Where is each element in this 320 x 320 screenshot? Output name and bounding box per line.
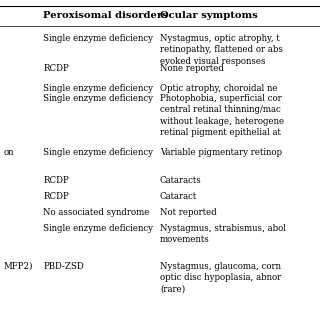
Text: RCDP: RCDP: [43, 176, 69, 185]
Text: Peroxisomal disorders: Peroxisomal disorders: [43, 12, 168, 20]
Text: Nystagmus, strabismus, abol
movements: Nystagmus, strabismus, abol movements: [160, 224, 286, 244]
Text: Single enzyme deficiency: Single enzyme deficiency: [43, 148, 153, 157]
Text: Nystagmus, optic atrophy, t
retinopathy, flattened or abs
evoked visual response: Nystagmus, optic atrophy, t retinopathy,…: [160, 34, 283, 66]
Text: MFP2): MFP2): [3, 262, 33, 271]
Text: Single enzyme deficiency: Single enzyme deficiency: [43, 94, 153, 103]
Text: None reported: None reported: [160, 64, 224, 73]
Text: Single enzyme deficiency: Single enzyme deficiency: [43, 84, 153, 93]
Text: Optic atrophy, choroidal ne: Optic atrophy, choroidal ne: [160, 84, 277, 93]
Text: Cataract: Cataract: [160, 192, 197, 201]
Text: PBD-ZSD: PBD-ZSD: [43, 262, 84, 271]
Text: Photophobia, superficial cor
central retinal thinning/mac
without leakage, heter: Photophobia, superficial cor central ret…: [160, 94, 284, 137]
Text: on: on: [3, 148, 14, 157]
Text: Single enzyme deficiency: Single enzyme deficiency: [43, 34, 153, 43]
Text: No associated syndrome: No associated syndrome: [43, 208, 149, 217]
Text: RCDP: RCDP: [43, 64, 69, 73]
Text: Variable pigmentary retinop: Variable pigmentary retinop: [160, 148, 282, 157]
Text: Single enzyme deficiency: Single enzyme deficiency: [43, 224, 153, 233]
Text: Nystagmus, glaucoma, corn
optic disc hypoplasia, abnor
(rare): Nystagmus, glaucoma, corn optic disc hyp…: [160, 262, 281, 294]
Text: RCDP: RCDP: [43, 192, 69, 201]
Text: Ocular symptoms: Ocular symptoms: [160, 12, 258, 20]
Text: Cataracts: Cataracts: [160, 176, 202, 185]
Text: Not reported: Not reported: [160, 208, 217, 217]
